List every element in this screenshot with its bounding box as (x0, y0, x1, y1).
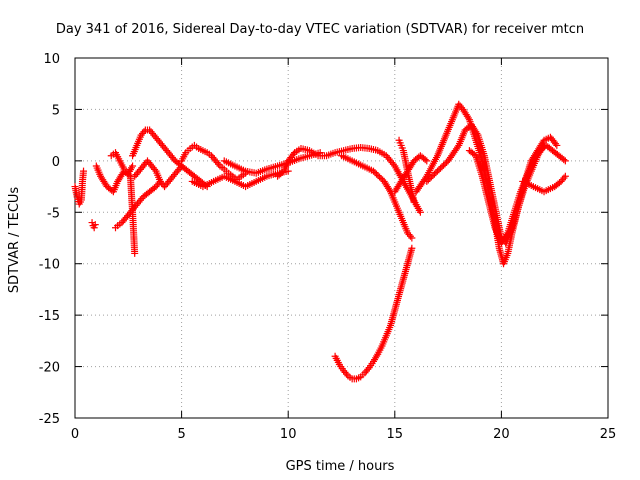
series-s14 (391, 152, 431, 196)
data-point (410, 198, 418, 206)
data-point (432, 169, 440, 177)
data-point (423, 157, 431, 165)
data-point (151, 165, 159, 173)
data-point (374, 172, 382, 180)
data-point (429, 172, 437, 180)
data-point (427, 173, 435, 181)
x-tick-label: 10 (280, 427, 297, 442)
data-point (421, 156, 429, 164)
y-tick-labels: -25 -20 -15 -10 -5 0 5 10 (39, 52, 60, 427)
chart-title: Day 341 of 2016, Sidereal Day-to-day VTE… (56, 22, 584, 37)
data-point (215, 160, 223, 168)
x-axis-label: GPS time / hours (286, 459, 395, 474)
y-tick-label: -15 (39, 309, 60, 324)
series-s02 (88, 219, 99, 232)
data-point (424, 176, 432, 184)
data-point (503, 231, 511, 239)
data-point (473, 129, 481, 137)
data-point (423, 177, 431, 185)
y-tick-label: -10 (39, 258, 60, 273)
series-s15 (331, 244, 416, 383)
series-s08 (178, 141, 250, 183)
x-tick-labels: 0 5 10 15 20 25 (71, 427, 616, 442)
data-point (408, 244, 416, 252)
grid (75, 58, 608, 418)
series-s06 (129, 126, 211, 191)
data-point (560, 156, 568, 164)
data-point (454, 143, 462, 151)
data-point (561, 157, 569, 165)
series-s04 (112, 177, 164, 232)
x-tick-label: 5 (177, 427, 185, 442)
data-point (430, 170, 438, 178)
data-point (90, 224, 98, 232)
series-s19 (519, 172, 569, 196)
data-point (408, 234, 416, 242)
series-s01 (71, 167, 88, 208)
y-axis-label: SDTVAR / TECUs (7, 187, 22, 294)
data-point (552, 140, 560, 148)
data-point (129, 162, 137, 170)
data-point (170, 155, 178, 163)
y-tick-label: -25 (39, 412, 60, 427)
data-point (342, 370, 350, 378)
data-point (435, 166, 443, 174)
y-tick-label: 10 (43, 52, 60, 67)
data-point (436, 164, 444, 172)
x-tick-label: 25 (600, 427, 617, 442)
data-point (555, 179, 563, 187)
data-point (560, 174, 568, 182)
data-point (389, 160, 397, 168)
data-point (416, 208, 424, 216)
y-tick-label: 0 (52, 155, 60, 170)
data-point (364, 365, 372, 373)
data-point (406, 232, 414, 240)
series-s17 (423, 121, 561, 247)
data-point (371, 169, 379, 177)
data-point (561, 172, 569, 180)
series-s05 (107, 149, 137, 177)
data-point (553, 141, 561, 149)
data-point (438, 163, 446, 171)
axes (74, 57, 609, 419)
data-point (289, 150, 297, 158)
data-point (131, 249, 139, 257)
data-point (373, 170, 381, 178)
data-point (376, 173, 384, 181)
plot-border (74, 57, 609, 419)
series-s07 (131, 157, 186, 191)
data-point (377, 174, 385, 182)
data-points (71, 100, 569, 383)
data-point (441, 160, 449, 168)
data-point (433, 167, 441, 175)
series-s10 (220, 149, 324, 177)
data-point (138, 195, 146, 203)
data-point (426, 174, 434, 182)
data-point (176, 164, 184, 172)
y-tick-label: -20 (39, 361, 60, 376)
data-point (369, 167, 377, 175)
x-tick-label: 20 (493, 427, 510, 442)
data-point (140, 128, 148, 136)
data-point (91, 221, 99, 229)
data-point (440, 161, 448, 169)
x-tick-label: 0 (71, 427, 79, 442)
x-tick-label: 15 (387, 427, 404, 442)
series-s12 (338, 152, 416, 242)
y-tick-label: -5 (47, 206, 60, 221)
data-point (150, 184, 158, 192)
data-point (385, 186, 393, 194)
data-point (80, 167, 88, 175)
data-point (464, 114, 472, 122)
y-tick-label: 5 (52, 103, 60, 118)
series-s18 (465, 141, 569, 247)
